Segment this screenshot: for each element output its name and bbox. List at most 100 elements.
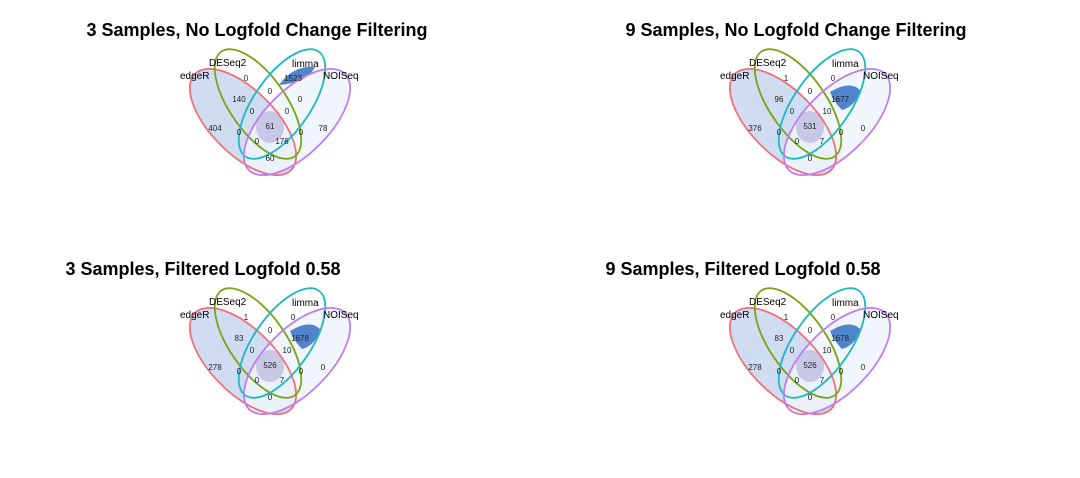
count-deseq2-noiseq: 0 — [299, 128, 304, 137]
count-edger-deseq2-noiseq: 0 — [255, 376, 260, 385]
count-all: 526 — [803, 361, 817, 370]
count-limma-only: 0 — [291, 313, 296, 322]
limma-set-label: limma — [832, 59, 859, 70]
count-edger-noiseq: 0 — [268, 393, 273, 402]
edger-ellipse — [728, 67, 838, 177]
deseq2-set-label: DESeq2 — [209, 297, 247, 308]
deseq2-set-label: DESeq2 — [749, 58, 787, 69]
count-limma-only: 1523 — [284, 74, 302, 83]
limma-ellipse — [777, 287, 867, 399]
core-intersection-fill — [796, 350, 824, 382]
noiseq-fill — [243, 68, 351, 176]
count-edger-limma-noiseq: 7 — [820, 376, 825, 385]
count-edger-deseq2: 140 — [232, 95, 246, 104]
count-deseq2-limma: 0 — [808, 326, 813, 335]
count-edger-deseq2-limma: 0 — [790, 346, 795, 355]
noiseq-fill — [243, 307, 351, 415]
deseq2-ellipse — [213, 48, 303, 160]
count-deseq2-limma: 0 — [808, 87, 813, 96]
count-deseq2-only: 0 — [244, 74, 249, 83]
count-limma-only: 0 — [831, 74, 836, 83]
count-deseq2-limma-noiseq: 10 — [283, 346, 292, 355]
count-noiseq-only: 0 — [861, 363, 866, 372]
count-deseq2-only: 1 — [784, 313, 789, 322]
count-edger-deseq2-noiseq: 0 — [795, 137, 800, 146]
noiseq-fill — [783, 68, 891, 176]
count-edger-limma-noiseq: 176 — [275, 137, 289, 146]
count-edger-noiseq: 0 — [808, 393, 813, 402]
count-edger-deseq2-noiseq: 0 — [255, 137, 260, 146]
count-deseq2-noiseq: 0 — [299, 367, 304, 376]
count-edger-limma: 0 — [237, 128, 242, 137]
count-edger-only: 404 — [208, 124, 222, 133]
count-edger-limma: 0 — [777, 367, 782, 376]
limma-ellipse — [237, 48, 327, 160]
count-edger-deseq2-limma: 0 — [250, 107, 255, 116]
count-deseq2-only: 1 — [784, 74, 789, 83]
panel-title: 9 Samples, No Logfold Change Filtering — [625, 20, 967, 40]
limma-set-label: limma — [832, 298, 859, 309]
limma-set-label: limma — [292, 298, 319, 309]
count-edger-only: 278 — [748, 363, 762, 372]
count-limma-noiseq: 1677 — [831, 95, 849, 104]
deseq2-ellipse — [753, 287, 843, 399]
noiseq-set-label: NOISeq — [863, 310, 899, 321]
count-edger-only: 376 — [748, 124, 762, 133]
count-limma-noiseq: 0 — [298, 95, 303, 104]
count-edger-limma: 0 — [777, 128, 782, 137]
dominant-region-fill — [279, 66, 315, 85]
venn-panel-4: 9 Samples, Filtered Logfold 0.58 edgeR DE… — [540, 239, 1080, 478]
deseq2-set-label: DESeq2 — [209, 58, 247, 69]
noiseq-fill — [783, 307, 891, 415]
core-intersection-fill — [256, 111, 284, 143]
count-deseq2-limma-noiseq: 10 — [823, 346, 832, 355]
count-edger-deseq2-limma: 0 — [790, 107, 795, 116]
edger-set-label: edgeR — [720, 310, 749, 321]
count-edger-deseq2-noiseq: 0 — [795, 376, 800, 385]
count-edger-only: 278 — [208, 363, 222, 372]
count-deseq2-limma-noiseq: 10 — [823, 107, 832, 116]
count-deseq2-limma-noiseq: 0 — [285, 107, 290, 116]
deseq2-set-label: DESeq2 — [749, 297, 787, 308]
count-deseq2-noiseq: 0 — [839, 128, 844, 137]
noiseq-set-label: NOISeq — [863, 71, 899, 82]
noiseq-set-label: NOISeq — [323, 71, 359, 82]
noiseq-ellipse — [242, 67, 352, 177]
count-edger-deseq2: 83 — [235, 334, 244, 343]
dominant-region-fill — [830, 324, 860, 349]
deseq2-ellipse — [213, 287, 303, 399]
count-edger-deseq2: 96 — [775, 95, 784, 104]
edger-set-label: edgeR — [180, 71, 209, 82]
count-deseq2-noiseq: 0 — [839, 367, 844, 376]
limma-ellipse — [237, 287, 327, 399]
edger-set-label: edgeR — [180, 310, 209, 321]
noiseq-ellipse — [782, 306, 892, 416]
noiseq-ellipse — [242, 306, 352, 416]
venn-panel-3: 3 Samples, Filtered Logfold 0.58 edgeR DE… — [0, 239, 540, 478]
count-limma-only: 0 — [831, 313, 836, 322]
count-edger-noiseq: 60 — [266, 154, 275, 163]
count-edger-deseq2: 83 — [775, 334, 784, 343]
count-edger-limma-noiseq: 7 — [820, 137, 825, 146]
venn-panel-2: 9 Samples, No Logfold Change Filtering e… — [540, 0, 1080, 239]
count-all: 531 — [803, 122, 817, 131]
count-noiseq-only: 0 — [321, 363, 326, 372]
deseq2-ellipse — [753, 48, 843, 160]
edger-ellipse — [188, 306, 298, 416]
core-intersection-fill — [796, 111, 824, 143]
count-edger-noiseq: 0 — [808, 154, 813, 163]
panel-title: 9 Samples, Filtered Logfold 0.58 — [605, 259, 881, 279]
count-limma-noiseq: 1678 — [291, 334, 309, 343]
count-all: 526 — [263, 361, 277, 370]
noiseq-set-label: NOISeq — [323, 310, 359, 321]
limma-ellipse — [777, 48, 867, 160]
noiseq-ellipse — [782, 67, 892, 177]
core-intersection-fill — [256, 350, 284, 382]
panel-title: 3 Samples, No Logfold Change Filtering — [86, 20, 428, 40]
panel-title: 3 Samples, Filtered Logfold 0.58 — [65, 259, 341, 279]
count-all: 61 — [266, 122, 275, 131]
count-edger-limma: 0 — [237, 367, 242, 376]
dominant-region-fill — [830, 85, 860, 110]
